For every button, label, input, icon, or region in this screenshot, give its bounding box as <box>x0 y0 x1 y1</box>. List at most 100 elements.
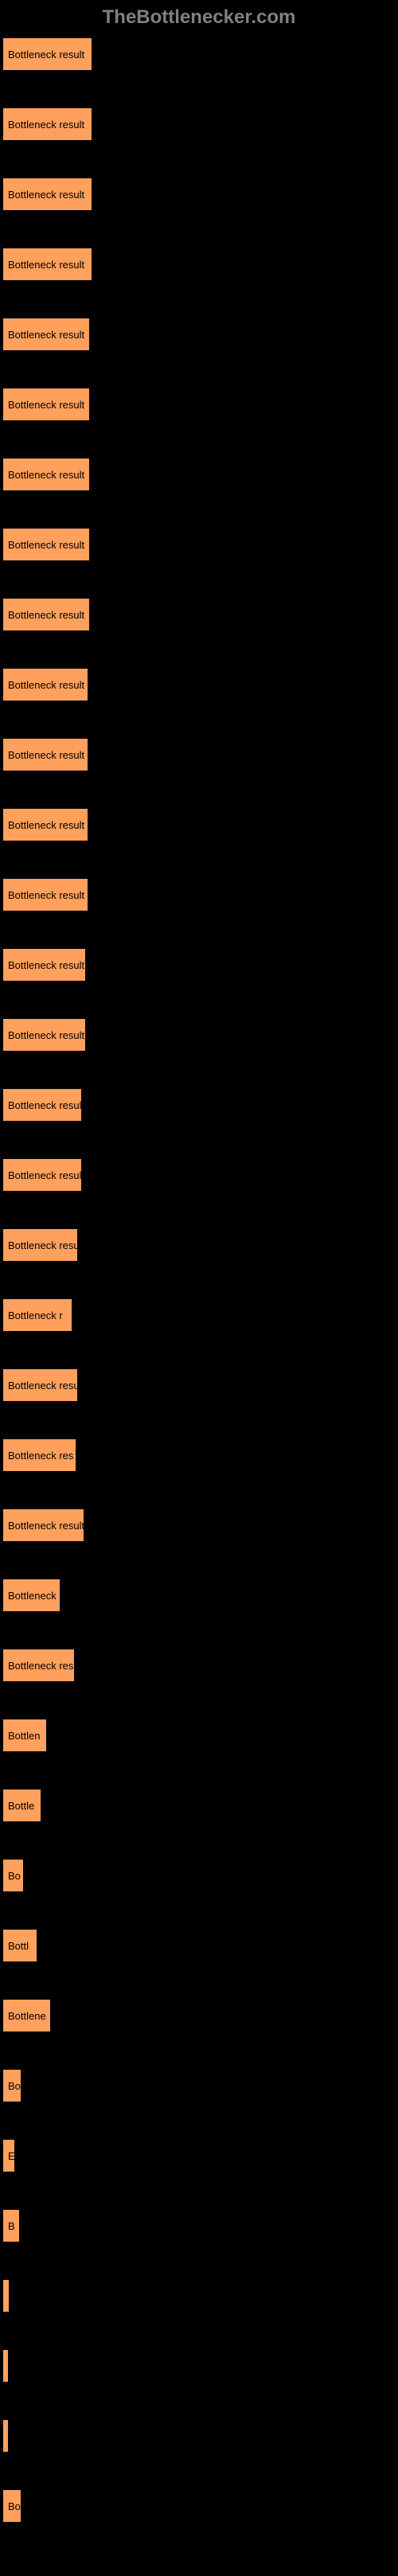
bar-row: Bottleneck result <box>3 1509 395 1541</box>
bar-row: Bottle <box>3 1790 395 1821</box>
bar: Bottlen <box>3 1719 46 1751</box>
bar-row: Bottleneck result <box>3 1159 395 1191</box>
bar-label: Bottleneck result <box>8 259 84 271</box>
bar: Bottlene <box>3 2000 50 2032</box>
bar-label: Bottleneck result <box>8 119 84 131</box>
bar: Bottleneck result <box>3 949 85 981</box>
bar-label: Bottleneck result <box>8 1520 84 1532</box>
bar-label: E <box>8 2150 15 2162</box>
bar-label: Bottleneck result <box>8 889 84 901</box>
bar-label: Bottleneck result <box>8 609 84 621</box>
bar-label: Bottleneck result <box>8 329 84 341</box>
bar: Bo <box>3 1860 23 1891</box>
bar-row: E <box>3 2140 395 2172</box>
bar-chart: Bottleneck resultBottleneck resultBottle… <box>0 38 398 2576</box>
bar-row: Bottleneck r <box>3 1299 395 1331</box>
bar-row: Bottlen <box>3 1719 395 1751</box>
bar-row <box>3 2280 395 2312</box>
bar-row: Bottleneck result <box>3 318 395 350</box>
bar: Bottle <box>3 1790 41 1821</box>
bar-row: Bottleneck result <box>3 1089 395 1121</box>
bar-label: B <box>8 2220 15 2232</box>
bar-row: Bottleneck result <box>3 178 395 210</box>
bar: Bottleneck result <box>3 1089 81 1121</box>
bar-row: B <box>3 2210 395 2242</box>
bar-row: Bottleneck res <box>3 1439 395 1471</box>
bar-row: Bottleneck result <box>3 459 395 490</box>
bar: Bottleneck result <box>3 529 89 560</box>
bar-row: Bottleneck result <box>3 949 395 981</box>
bar: Bottleneck result <box>3 318 89 350</box>
bar-row: Bottl <box>3 1930 395 1961</box>
bar-label: Bottle <box>8 1800 34 1812</box>
bar-row: Bottleneck res <box>3 1649 395 1681</box>
bar: Bottleneck result <box>3 178 92 210</box>
bar-row: Bottleneck result <box>3 1229 395 1261</box>
bar: E <box>3 2140 14 2172</box>
bar-row: Bottleneck result <box>3 529 395 560</box>
bar: Bottleneck resu <box>3 1369 77 1401</box>
bar-row: Bottleneck result <box>3 1019 395 1051</box>
bar-row: Bottleneck result <box>3 739 395 771</box>
bar-row: Bottleneck resu <box>3 1369 395 1401</box>
bar: Bottleneck result <box>3 248 92 280</box>
bar-label: Bottleneck result <box>8 1029 84 1041</box>
bar: Bottleneck result <box>3 38 92 70</box>
bar: Bo <box>3 2070 21 2102</box>
bar-row: Bottleneck result <box>3 108 395 140</box>
bar-label: Bottleneck result <box>8 679 84 691</box>
bar-label: Bo <box>8 2080 21 2092</box>
bar-row: Bottleneck result <box>3 38 395 70</box>
bar <box>3 2420 8 2452</box>
bar: Bottleneck result <box>3 599 89 630</box>
bar-label: Bo <box>8 2500 21 2512</box>
bar: Bottleneck result <box>3 1229 77 1261</box>
bar-row: Bottleneck result <box>3 879 395 911</box>
bar: Bo <box>3 2490 21 2522</box>
bar: Bottleneck result <box>3 739 88 771</box>
bar-label: Bottleneck <box>8 1590 57 1602</box>
bar-row: Bo <box>3 2490 395 2522</box>
bar-row <box>3 2420 395 2452</box>
bar: Bottleneck result <box>3 879 88 911</box>
bar: Bottleneck result <box>3 1159 81 1191</box>
bar-label: Bottleneck result <box>8 49 84 60</box>
bar-row <box>3 2350 395 2382</box>
bar <box>3 2280 9 2312</box>
bar-row: Bo <box>3 1860 395 1891</box>
bar-row: Bottleneck result <box>3 669 395 701</box>
bar <box>3 2350 8 2382</box>
bar-row: Bo <box>3 2070 395 2102</box>
bar-label: Bottleneck res <box>8 1660 73 1672</box>
bar-row: Bottleneck <box>3 1579 395 1611</box>
bar-row: Bottleneck result <box>3 388 395 420</box>
bar: Bottleneck result <box>3 1509 84 1541</box>
bar-label: Bottleneck result <box>8 1099 84 1111</box>
bar-label: Bottleneck result <box>8 1239 84 1251</box>
page-title: TheBottlenecker.com <box>0 0 398 38</box>
bar-label: Bo <box>8 1870 21 1882</box>
bar: Bottleneck result <box>3 809 88 841</box>
bar-label: Bottleneck result <box>8 959 84 971</box>
bar-label: Bottleneck result <box>8 1169 84 1181</box>
bar-label: Bottleneck result <box>8 189 84 201</box>
bar-label: Bottl <box>8 1940 29 1952</box>
bar: Bottleneck res <box>3 1649 74 1681</box>
bar-label: Bottlen <box>8 1730 40 1742</box>
bar: Bottleneck result <box>3 669 88 701</box>
bar-label: Bottleneck result <box>8 539 84 551</box>
bar-label: Bottleneck resu <box>8 1380 80 1391</box>
bar-label: Bottleneck res <box>8 1450 73 1462</box>
bar-label: Bottleneck result <box>8 819 84 831</box>
bar: Bottleneck result <box>3 1019 85 1051</box>
bar-row: Bottleneck result <box>3 809 395 841</box>
bar-label: Bottleneck result <box>8 399 84 411</box>
bar: Bottleneck result <box>3 459 89 490</box>
bar: B <box>3 2210 19 2242</box>
bar: Bottleneck result <box>3 108 92 140</box>
bar-row: Bottleneck result <box>3 599 395 630</box>
bar-label: Bottleneck r <box>8 1309 63 1321</box>
bar-row: Bottlene <box>3 2000 395 2032</box>
bar-label: Bottleneck result <box>8 749 84 761</box>
bar-label: Bottlene <box>8 2010 46 2022</box>
